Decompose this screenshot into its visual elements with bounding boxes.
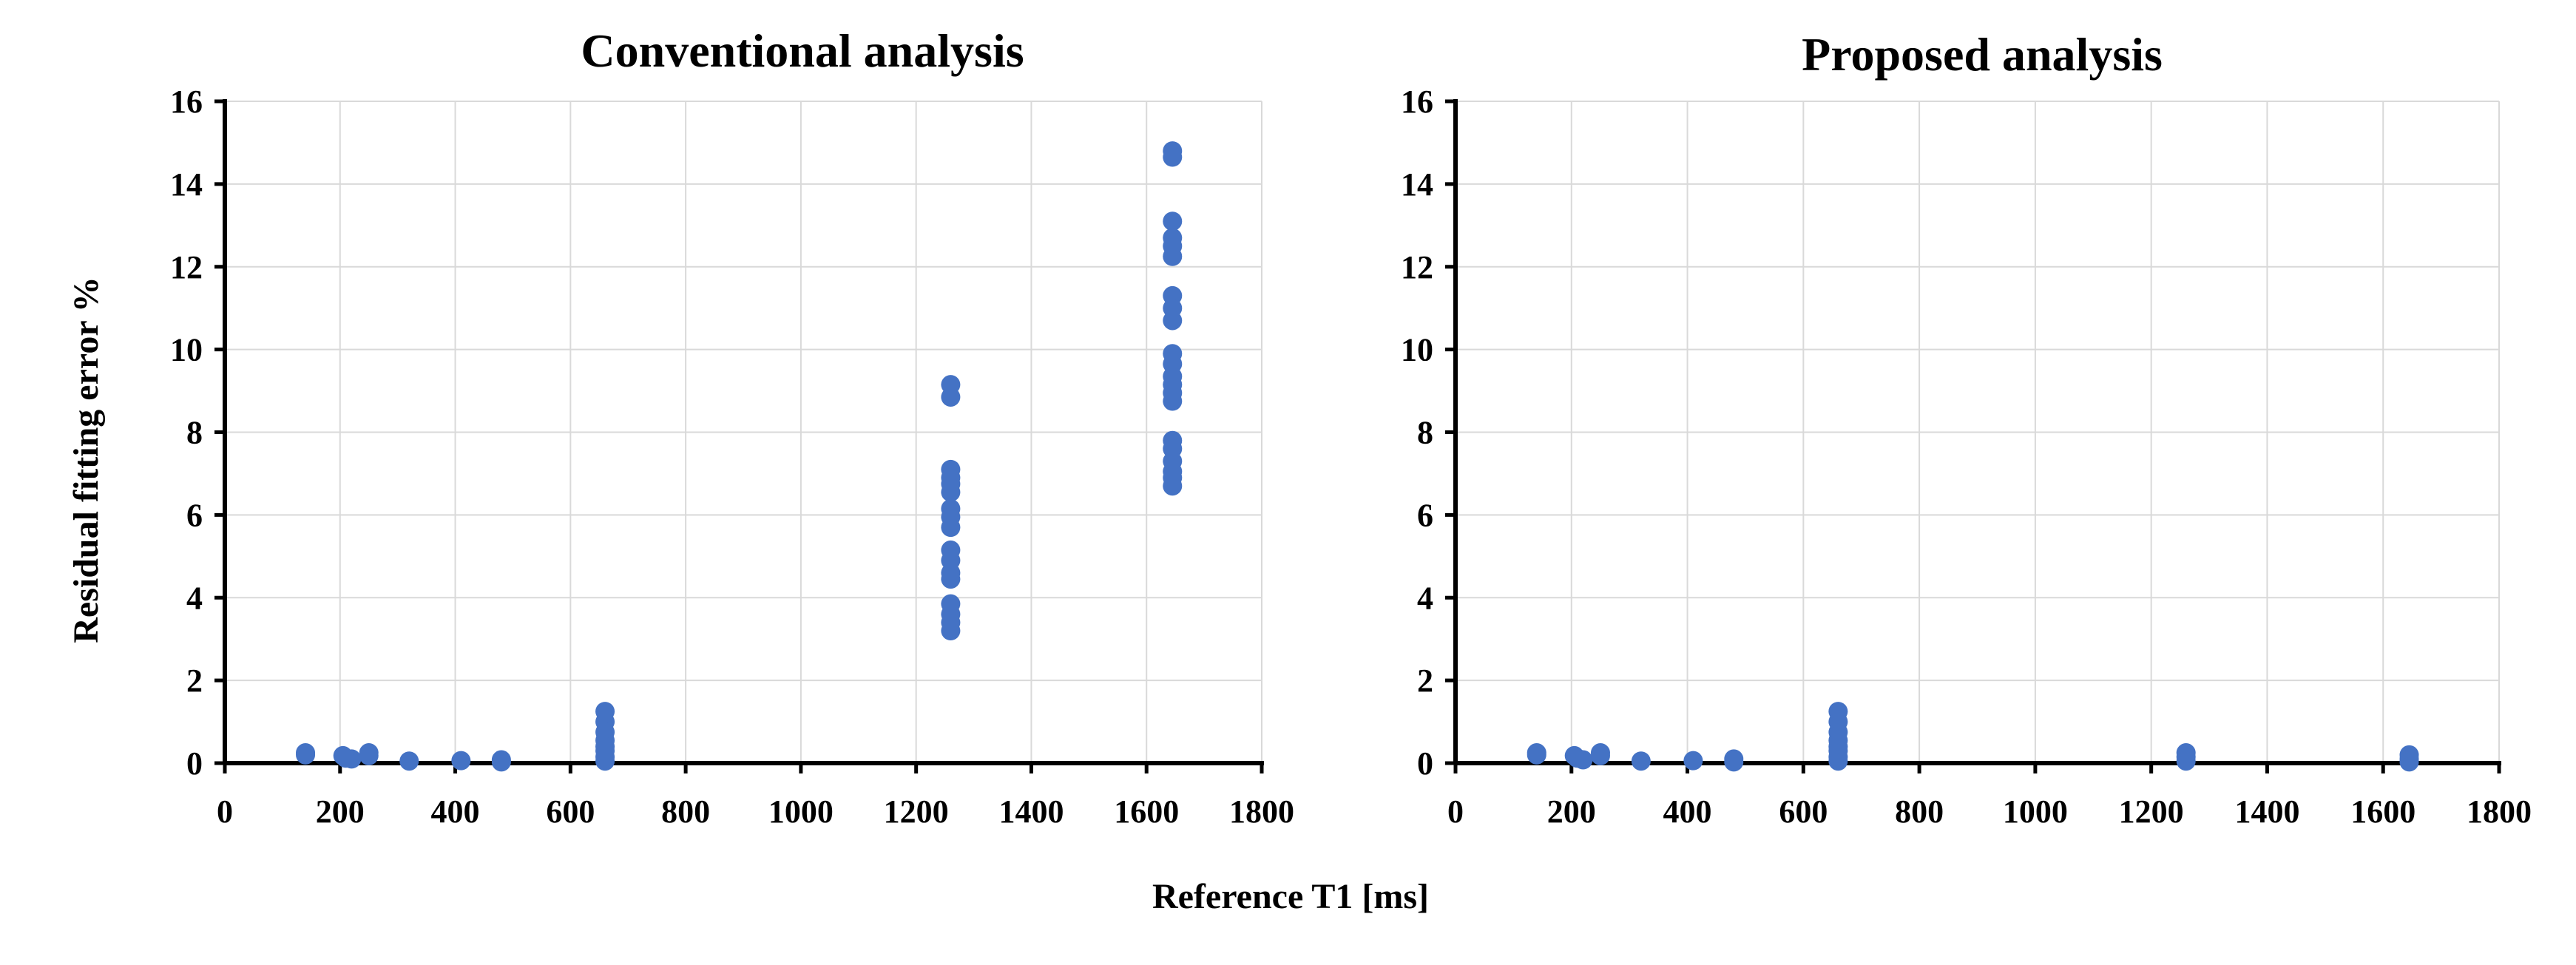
conventional-data-point bbox=[1163, 211, 1183, 231]
conventional-data-point bbox=[359, 745, 379, 765]
proposed-chart-title: Proposed analysis bbox=[1802, 28, 2163, 81]
conventional-y-tick-label: 2 bbox=[186, 663, 203, 699]
conventional-data-point bbox=[1163, 476, 1183, 496]
proposed-data-point bbox=[1573, 750, 1593, 770]
proposed-x-tick-label: 0 bbox=[1447, 793, 1464, 830]
conventional-x-tick-label: 600 bbox=[546, 793, 595, 830]
conventional-data-point bbox=[1163, 246, 1183, 266]
proposed-x-tick-label: 1200 bbox=[2119, 793, 2184, 830]
conventional-data-point bbox=[941, 387, 961, 407]
proposed-y-tick-label: 2 bbox=[1417, 663, 1433, 699]
y-axis-title: Residual fitting error % bbox=[67, 277, 106, 643]
conventional-data-point bbox=[296, 745, 316, 765]
proposed-y-tick-label: 6 bbox=[1417, 497, 1433, 533]
conventional-x-tick-label: 200 bbox=[316, 793, 365, 830]
conventional-data-point bbox=[399, 751, 419, 771]
conventional-y-tick-label: 10 bbox=[170, 332, 203, 368]
proposed-y-tick-label: 14 bbox=[1401, 166, 1433, 203]
conventional-data-point bbox=[1163, 311, 1183, 331]
conventional-y-tick-label: 0 bbox=[186, 745, 203, 782]
proposed-data-point bbox=[1631, 751, 1651, 771]
proposed-x-tick-label: 200 bbox=[1547, 793, 1596, 830]
conventional-y-tick-label: 14 bbox=[170, 166, 203, 203]
proposed-data-point bbox=[1724, 752, 1744, 772]
conventional-x-tick-label: 800 bbox=[661, 793, 710, 830]
proposed-data-point bbox=[1683, 751, 1703, 771]
proposed-y-tick-label: 0 bbox=[1417, 745, 1433, 782]
proposed-x-tick-label: 1800 bbox=[2467, 793, 2532, 830]
proposed-data-point bbox=[1828, 751, 1848, 771]
conventional-x-tick-label: 0 bbox=[217, 793, 233, 830]
proposed-data-point bbox=[2176, 751, 2196, 771]
conventional-data-point bbox=[451, 751, 471, 771]
proposed-x-tick-label: 1000 bbox=[2003, 793, 2068, 830]
proposed-x-tick-label: 800 bbox=[1895, 793, 1944, 830]
conventional-data-point bbox=[1163, 391, 1183, 411]
proposed-y-tick-label: 12 bbox=[1401, 249, 1433, 285]
proposed-y-tick-label: 16 bbox=[1401, 84, 1433, 120]
conventional-analysis-panel: Conventional analysis 0 200 400 600 800 1000 1… bbox=[170, 24, 1294, 830]
conventional-data-point bbox=[941, 518, 961, 538]
proposed-x-tick-label: 600 bbox=[1779, 793, 1828, 830]
proposed-x-tick-label: 1400 bbox=[2234, 793, 2299, 830]
x-axis-title: Reference T1 [ms] bbox=[1152, 877, 1429, 916]
proposed-y-tick-label: 4 bbox=[1417, 580, 1433, 616]
conventional-data-point bbox=[1163, 147, 1183, 167]
conventional-y-tick-label: 16 bbox=[170, 84, 203, 120]
proposed-analysis-panel: Proposed analysis 0 200 400 600 800 1000 1200 1… bbox=[1401, 28, 2532, 830]
conventional-y-tick-label: 8 bbox=[186, 415, 203, 451]
conventional-chart-title: Conventional analysis bbox=[581, 24, 1024, 77]
proposed-data-point bbox=[1527, 745, 1546, 765]
conventional-y-tick-label: 12 bbox=[170, 249, 203, 285]
conventional-data-point bbox=[941, 621, 961, 640]
proposed-y-tick-label: 8 bbox=[1417, 415, 1433, 451]
conventional-y-tick-label: 4 bbox=[186, 580, 203, 616]
proposed-data-point bbox=[2399, 752, 2419, 772]
proposed-x-tick-label: 400 bbox=[1663, 793, 1712, 830]
conventional-data-point bbox=[595, 751, 615, 771]
conventional-x-tick-label: 1600 bbox=[1114, 793, 1179, 830]
conventional-y-tick-label: 6 bbox=[186, 497, 203, 533]
conventional-data-point bbox=[342, 749, 362, 769]
proposed-y-tick-label: 10 bbox=[1401, 332, 1433, 368]
conventional-data-point bbox=[491, 752, 511, 772]
proposed-x-tick-label: 1600 bbox=[2350, 793, 2416, 830]
conventional-data-point bbox=[941, 569, 961, 589]
conventional-x-tick-label: 1800 bbox=[1229, 793, 1294, 830]
conventional-data-point bbox=[941, 482, 961, 502]
conventional-x-tick-label: 1200 bbox=[884, 793, 949, 830]
conventional-x-tick-label: 1000 bbox=[768, 793, 834, 830]
conventional-x-tick-label: 400 bbox=[431, 793, 480, 830]
proposed-data-point bbox=[1590, 745, 1610, 765]
conventional-x-tick-label: 1400 bbox=[998, 793, 1064, 830]
